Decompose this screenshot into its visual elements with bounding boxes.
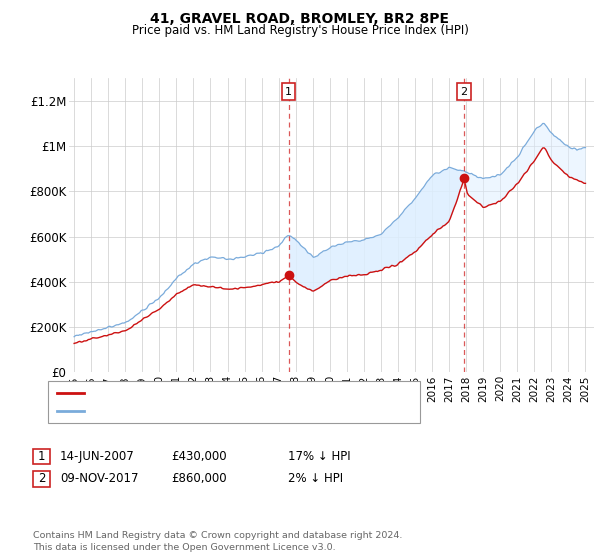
Text: 2% ↓ HPI: 2% ↓ HPI bbox=[288, 472, 343, 486]
Text: 2: 2 bbox=[38, 472, 45, 486]
Text: 41, GRAVEL ROAD, BROMLEY, BR2 8PE: 41, GRAVEL ROAD, BROMLEY, BR2 8PE bbox=[151, 12, 449, 26]
Text: 2: 2 bbox=[460, 87, 467, 97]
Text: 41, GRAVEL ROAD, BROMLEY, BR2 8PE (detached house): 41, GRAVEL ROAD, BROMLEY, BR2 8PE (detac… bbox=[91, 388, 409, 398]
Text: £860,000: £860,000 bbox=[171, 472, 227, 486]
Text: 09-NOV-2017: 09-NOV-2017 bbox=[60, 472, 139, 486]
Text: 1: 1 bbox=[285, 87, 292, 97]
Text: 14-JUN-2007: 14-JUN-2007 bbox=[60, 450, 135, 463]
Text: HPI: Average price, detached house, Bromley: HPI: Average price, detached house, Brom… bbox=[91, 406, 344, 416]
Text: Price paid vs. HM Land Registry's House Price Index (HPI): Price paid vs. HM Land Registry's House … bbox=[131, 24, 469, 36]
Text: £430,000: £430,000 bbox=[171, 450, 227, 463]
Text: 17% ↓ HPI: 17% ↓ HPI bbox=[288, 450, 350, 463]
Text: 1: 1 bbox=[38, 450, 45, 463]
Text: Contains HM Land Registry data © Crown copyright and database right 2024.
This d: Contains HM Land Registry data © Crown c… bbox=[33, 531, 403, 552]
